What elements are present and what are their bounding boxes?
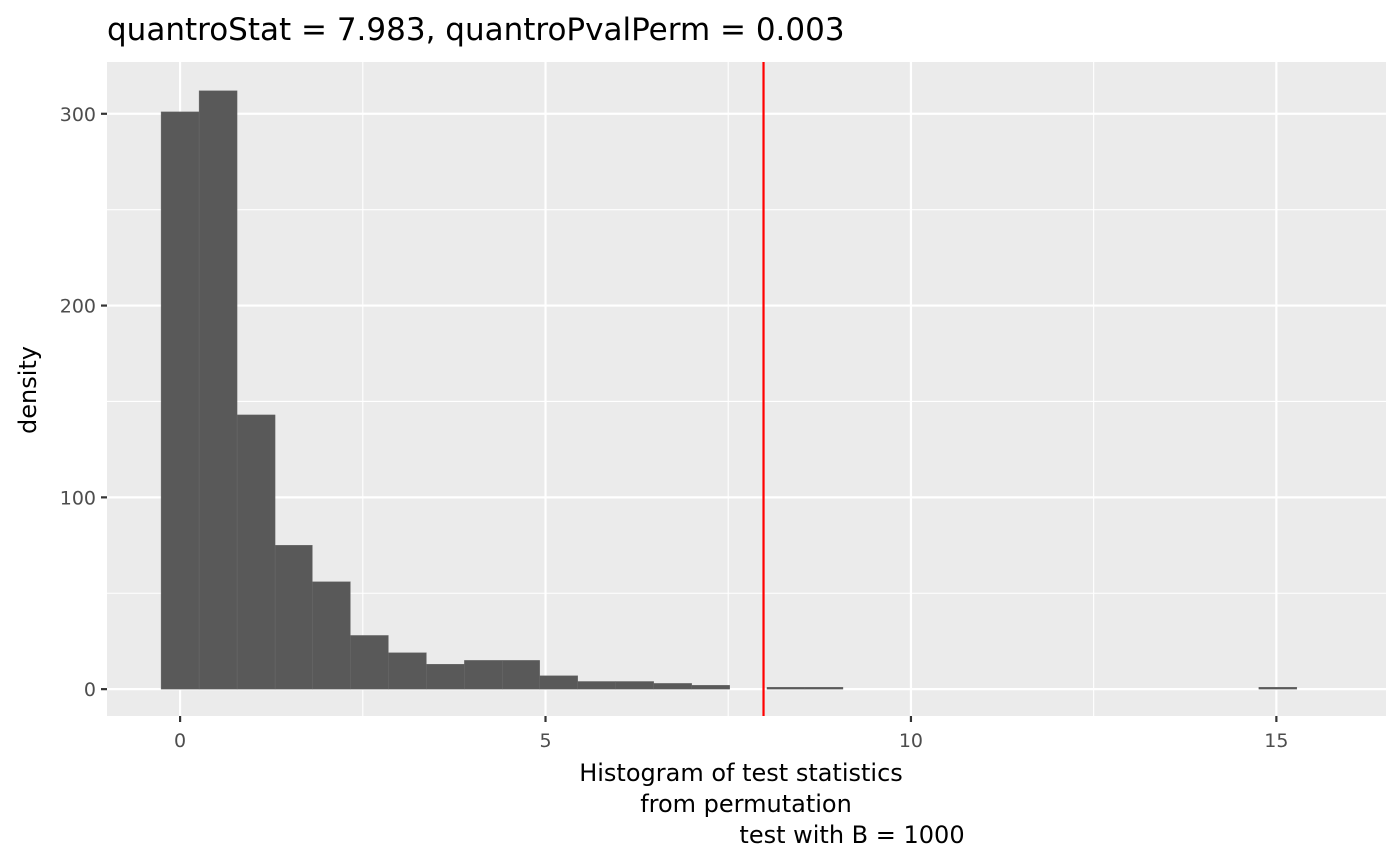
histogram-bar (388, 652, 427, 690)
histogram-bar (615, 681, 654, 690)
histogram-bar (312, 581, 351, 690)
histogram-bar (236, 414, 276, 690)
histogram-bar (426, 664, 465, 690)
histogram-bar (577, 681, 616, 690)
chart-title: quantroStat = 7.983, quantroPvalPerm = 0… (107, 12, 845, 48)
histogram-bar (160, 111, 200, 690)
x-tick-label: 10 (899, 730, 923, 752)
y-axis: 0 100 200 300 (60, 104, 107, 701)
histogram-bars (160, 90, 1298, 690)
y-tick-label: 200 (60, 296, 96, 318)
histogram-bar (1258, 687, 1298, 690)
x-axis-title-line-1: Histogram of test statistics (579, 759, 903, 787)
x-tick-label: 15 (1264, 730, 1288, 752)
histogram-bar (539, 675, 578, 690)
y-tick-label: 300 (60, 104, 96, 126)
histogram-bar (274, 545, 313, 690)
histogram-bar (198, 90, 238, 690)
histogram-bar (653, 683, 692, 690)
y-axis-title: density (14, 346, 42, 434)
histogram-bar (766, 687, 806, 690)
histogram-bar (804, 687, 844, 690)
y-tick-label: 100 (60, 487, 96, 509)
histogram-bar (502, 660, 540, 690)
x-tick-label: 5 (539, 730, 551, 752)
y-tick-label: 0 (84, 679, 96, 701)
x-axis-title: Histogram of test statistics from permut… (579, 759, 964, 849)
x-axis: 0 5 10 15 (174, 716, 1288, 752)
x-tick-label: 0 (174, 730, 186, 752)
x-axis-title-line-2: from permutation (640, 790, 852, 818)
x-axis-title-line-3: test with B = 1000 (739, 821, 964, 849)
histogram-bar (464, 660, 503, 690)
histogram-bar (691, 685, 730, 690)
histogram-bar (350, 635, 389, 690)
